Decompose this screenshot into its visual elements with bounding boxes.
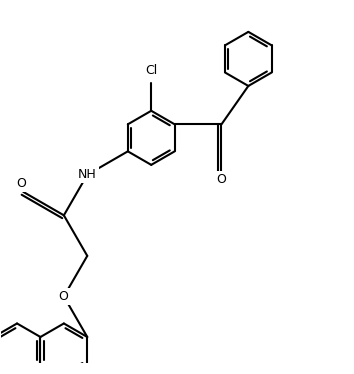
Text: Cl: Cl [145,64,158,77]
Text: O: O [16,177,26,190]
Text: O: O [58,290,68,303]
Text: NH: NH [78,168,97,181]
Text: O: O [217,173,227,186]
